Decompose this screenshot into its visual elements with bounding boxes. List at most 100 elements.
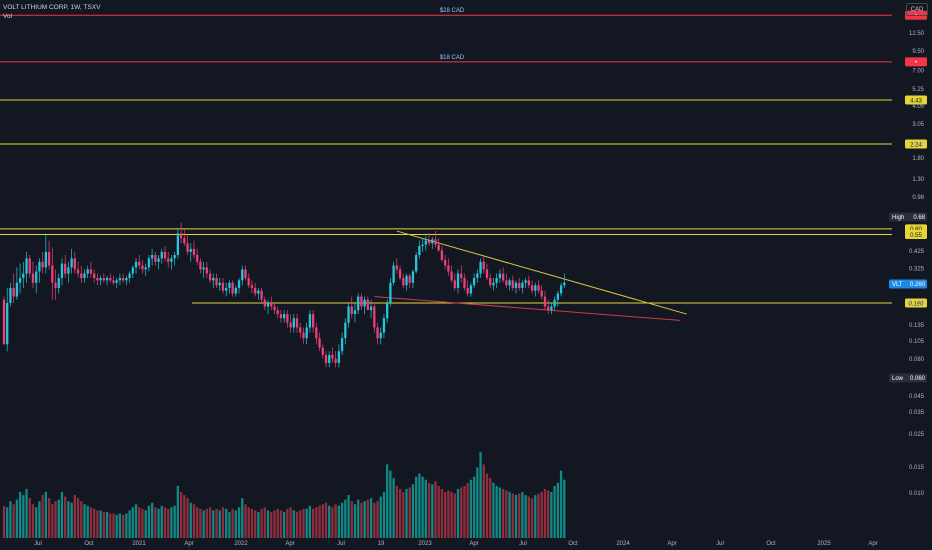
candle bbox=[41, 251, 44, 274]
candle-body bbox=[266, 303, 270, 307]
candle-body bbox=[237, 280, 241, 288]
candle-body bbox=[6, 303, 9, 345]
volume-bar bbox=[257, 511, 260, 538]
candle bbox=[505, 273, 508, 288]
candle-body bbox=[350, 306, 353, 315]
level-badge-1 bbox=[905, 57, 927, 67]
level-badge-label-3: 2.24 bbox=[910, 142, 922, 148]
candle bbox=[35, 265, 38, 294]
volume-bar bbox=[337, 505, 341, 538]
candle-body bbox=[260, 290, 263, 300]
candle-body bbox=[440, 250, 444, 261]
candle-body bbox=[12, 287, 15, 297]
volume-bar bbox=[86, 505, 89, 538]
candle bbox=[266, 299, 270, 315]
candle bbox=[392, 261, 395, 286]
candle-body bbox=[202, 267, 205, 270]
y-tick-label: 0.98 bbox=[912, 195, 924, 201]
volume-bar bbox=[138, 507, 141, 538]
candle-body bbox=[286, 314, 289, 323]
candle bbox=[215, 273, 218, 288]
candle-body bbox=[282, 314, 286, 319]
candle-body bbox=[514, 282, 518, 288]
trendline-lower bbox=[374, 296, 681, 321]
badge-low-name: Low bbox=[892, 376, 904, 382]
candle-body bbox=[472, 278, 476, 286]
candle bbox=[237, 278, 241, 294]
volume-bar bbox=[205, 508, 209, 538]
candle bbox=[131, 265, 134, 279]
candle-body bbox=[521, 282, 524, 288]
candle-body bbox=[434, 239, 437, 245]
candle bbox=[305, 322, 308, 345]
candle bbox=[273, 303, 276, 315]
y-tick-label: 12.50 bbox=[909, 31, 925, 37]
volume-bar bbox=[163, 507, 167, 538]
candle-body bbox=[57, 278, 60, 288]
volume-bar bbox=[540, 492, 543, 538]
candle-body bbox=[369, 306, 373, 311]
volume-bar bbox=[563, 479, 566, 538]
volume-bar bbox=[121, 515, 125, 538]
candle bbox=[289, 314, 292, 333]
volume-bar bbox=[460, 487, 463, 538]
volume-bar bbox=[279, 510, 283, 538]
volume-bar bbox=[260, 508, 263, 538]
candle-body bbox=[189, 248, 192, 252]
candle bbox=[286, 310, 289, 328]
volume-bar bbox=[105, 511, 109, 538]
x-tick-label: Apr bbox=[667, 541, 676, 547]
volume-bar bbox=[183, 495, 186, 538]
candle-body bbox=[105, 278, 109, 281]
candle-body bbox=[450, 271, 453, 281]
volume-bar bbox=[489, 478, 492, 538]
candle-body bbox=[453, 280, 456, 288]
candle-body bbox=[408, 275, 411, 283]
candle bbox=[382, 314, 386, 339]
candle-body bbox=[134, 261, 138, 268]
y-tick-label: 7.00 bbox=[912, 69, 924, 75]
volume-bar bbox=[241, 498, 244, 538]
volume-bar bbox=[38, 501, 41, 538]
volume-bar bbox=[324, 502, 328, 538]
candle bbox=[163, 246, 167, 262]
candle-body bbox=[537, 285, 540, 291]
candle bbox=[150, 248, 154, 266]
candle bbox=[402, 273, 405, 288]
volume-bar bbox=[398, 488, 402, 538]
candle bbox=[93, 269, 96, 283]
volume-bar bbox=[212, 510, 215, 538]
volume-bar bbox=[186, 498, 189, 538]
candle bbox=[234, 285, 237, 297]
candle-body bbox=[485, 269, 489, 279]
candle bbox=[501, 267, 505, 283]
candle bbox=[295, 314, 299, 333]
candle bbox=[315, 322, 318, 345]
candle-body bbox=[73, 258, 76, 270]
candle-body bbox=[18, 278, 22, 283]
candle-body bbox=[218, 282, 221, 286]
x-tick-label: 2025 bbox=[817, 541, 831, 547]
volume-bar bbox=[263, 507, 266, 538]
candle-body bbox=[353, 310, 357, 315]
currency-button[interactable]: CAD bbox=[906, 3, 928, 16]
y-tick-label: 0.045 bbox=[909, 394, 925, 400]
candle bbox=[427, 233, 431, 247]
candle-body bbox=[254, 287, 257, 294]
candle-body bbox=[80, 273, 83, 279]
volume-bar bbox=[167, 508, 170, 538]
volume-bar bbox=[321, 504, 324, 538]
volume-bar bbox=[469, 479, 473, 538]
volume-bar bbox=[6, 507, 9, 538]
candle bbox=[334, 351, 337, 368]
y-tick-label: 0.105 bbox=[909, 339, 925, 345]
candle bbox=[44, 233, 48, 274]
x-tick-label: Apr bbox=[469, 541, 478, 547]
volume-bar bbox=[382, 492, 386, 538]
candle-body bbox=[199, 261, 202, 270]
candle-body bbox=[25, 258, 28, 274]
volume-bar bbox=[463, 485, 466, 538]
candle-body bbox=[340, 338, 344, 352]
candle bbox=[376, 322, 379, 345]
